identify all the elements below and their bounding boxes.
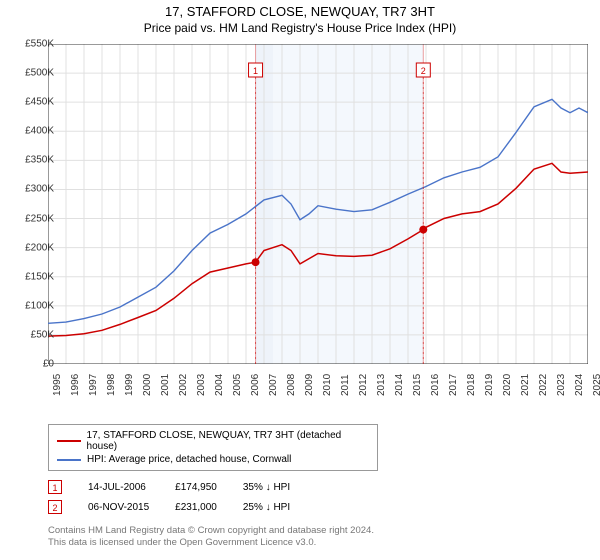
xtick-label: 2024 bbox=[574, 374, 585, 396]
legend-label: 17, STAFFORD CLOSE, NEWQUAY, TR7 3HT (de… bbox=[87, 430, 369, 452]
xtick-label: 2016 bbox=[430, 374, 441, 396]
xtick-label: 2018 bbox=[466, 374, 477, 396]
attribution: Contains HM Land Registry data © Crown c… bbox=[48, 525, 590, 550]
marker-table: 1 14-JUL-2006£174,95035% ↓ HPI 2 06-NOV-201… bbox=[40, 477, 308, 517]
ytick-label: £500K bbox=[10, 68, 54, 79]
xtick-label: 1999 bbox=[124, 374, 135, 396]
attribution-line1: Contains HM Land Registry data © Crown c… bbox=[48, 525, 590, 537]
xtick-label: 2006 bbox=[250, 374, 261, 396]
xtick-label: 2004 bbox=[214, 374, 225, 396]
xtick-label: 2010 bbox=[322, 374, 333, 396]
xtick-label: 2003 bbox=[196, 374, 207, 396]
xtick-label: 2022 bbox=[538, 374, 549, 396]
legend-swatch bbox=[57, 440, 81, 442]
xtick-label: 2014 bbox=[394, 374, 405, 396]
ytick-label: £550K bbox=[10, 39, 54, 50]
legend-swatch bbox=[57, 459, 81, 461]
marker-delta: 25% ↓ HPI bbox=[235, 497, 308, 517]
xtick-label: 2002 bbox=[178, 374, 189, 396]
xtick-label: 2025 bbox=[592, 374, 600, 396]
xtick-label: 2005 bbox=[232, 374, 243, 396]
ytick-label: £100K bbox=[10, 300, 54, 311]
ytick-label: £350K bbox=[10, 155, 54, 166]
xtick-label: 2008 bbox=[286, 374, 297, 396]
marker-price: £174,950 bbox=[167, 477, 235, 497]
ytick-label: £0 bbox=[10, 359, 54, 370]
svg-text:1: 1 bbox=[253, 66, 258, 76]
xtick-label: 1998 bbox=[106, 374, 117, 396]
marker-delta: 35% ↓ HPI bbox=[235, 477, 308, 497]
legend-box: 17, STAFFORD CLOSE, NEWQUAY, TR7 3HT (de… bbox=[48, 424, 378, 471]
marker-price: £231,000 bbox=[167, 497, 235, 517]
marker-date: 06-NOV-2015 bbox=[80, 497, 167, 517]
ytick-label: £50K bbox=[10, 329, 54, 340]
xtick-label: 2012 bbox=[358, 374, 369, 396]
chart-container: 17, STAFFORD CLOSE, NEWQUAY, TR7 3HT Pri… bbox=[0, 0, 600, 420]
ytick-label: £150K bbox=[10, 271, 54, 282]
marker-id-box: 1 bbox=[48, 480, 62, 494]
xtick-label: 2007 bbox=[268, 374, 279, 396]
xtick-label: 1995 bbox=[52, 374, 63, 396]
xtick-label: 2013 bbox=[376, 374, 387, 396]
chart-subtitle: Price paid vs. HM Land Registry's House … bbox=[0, 19, 600, 41]
ytick-label: £200K bbox=[10, 242, 54, 253]
xtick-label: 2011 bbox=[340, 374, 351, 396]
xtick-label: 2001 bbox=[160, 374, 171, 396]
ytick-label: £400K bbox=[10, 126, 54, 137]
xtick-label: 1997 bbox=[88, 374, 99, 396]
plot-wrap: 12 bbox=[48, 44, 588, 364]
xtick-label: 2000 bbox=[142, 374, 153, 396]
ytick-label: £450K bbox=[10, 97, 54, 108]
legend-row: HPI: Average price, detached house, Corn… bbox=[57, 453, 369, 466]
ytick-label: £300K bbox=[10, 184, 54, 195]
xtick-label: 2020 bbox=[502, 374, 513, 396]
xtick-label: 2009 bbox=[304, 374, 315, 396]
marker-row: 2 06-NOV-2015£231,00025% ↓ HPI bbox=[40, 497, 308, 517]
marker-date: 14-JUL-2006 bbox=[80, 477, 167, 497]
xtick-label: 2019 bbox=[484, 374, 495, 396]
legend-label: HPI: Average price, detached house, Corn… bbox=[87, 454, 291, 465]
ytick-label: £250K bbox=[10, 213, 54, 224]
marker-row: 1 14-JUL-2006£174,95035% ↓ HPI bbox=[40, 477, 308, 497]
xtick-label: 2023 bbox=[556, 374, 567, 396]
xtick-label: 2015 bbox=[412, 374, 423, 396]
attribution-line2: This data is licensed under the Open Gov… bbox=[48, 537, 590, 549]
legend-row: 17, STAFFORD CLOSE, NEWQUAY, TR7 3HT (de… bbox=[57, 429, 369, 453]
xtick-label: 2021 bbox=[520, 374, 531, 396]
xtick-label: 1996 bbox=[70, 374, 81, 396]
plot-svg: 12 bbox=[48, 44, 588, 364]
marker-id-box: 2 bbox=[48, 500, 62, 514]
chart-title: 17, STAFFORD CLOSE, NEWQUAY, TR7 3HT bbox=[0, 0, 600, 19]
svg-text:2: 2 bbox=[421, 66, 426, 76]
xtick-label: 2017 bbox=[448, 374, 459, 396]
